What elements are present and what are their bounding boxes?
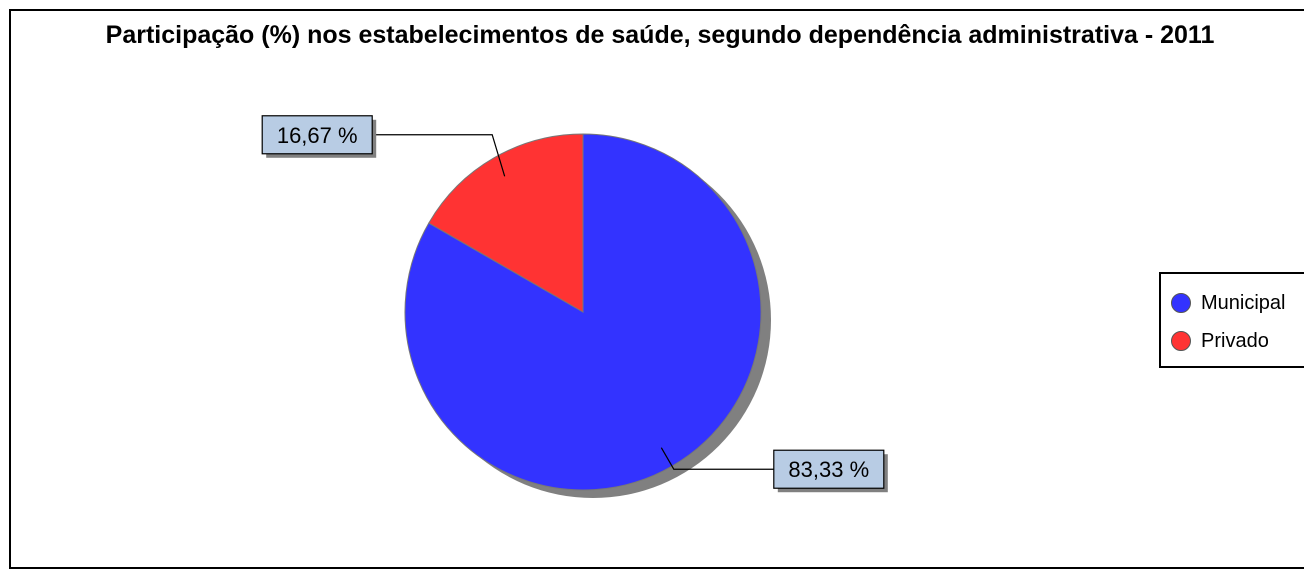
legend-swatch-municipal [1171, 293, 1191, 313]
data-label-box-privado [261, 115, 373, 155]
pie-chart: 83,33 % 16,67 % [261, 115, 888, 498]
legend-item-privado[interactable]: Privado [1171, 328, 1269, 354]
legend-label-privado: Privado [1201, 329, 1269, 352]
legend-label-municipal: Municipal [1201, 291, 1286, 314]
data-label-privado: 16,67 % [277, 123, 358, 148]
leader-line-privado [372, 134, 506, 177]
legend-item-municipal[interactable]: Municipal [1171, 290, 1285, 316]
data-label-box-municipal [773, 449, 885, 489]
legend: Municipal Privado [1159, 272, 1304, 368]
chart-title: Participação (%) nos estabelecimentos de… [105, 21, 1215, 49]
leader-line-municipal [660, 447, 774, 470]
legend-swatch-privado [1171, 331, 1191, 351]
data-label-municipal: 83,33 % [788, 457, 869, 482]
pie-slice-privado[interactable] [428, 133, 584, 313]
